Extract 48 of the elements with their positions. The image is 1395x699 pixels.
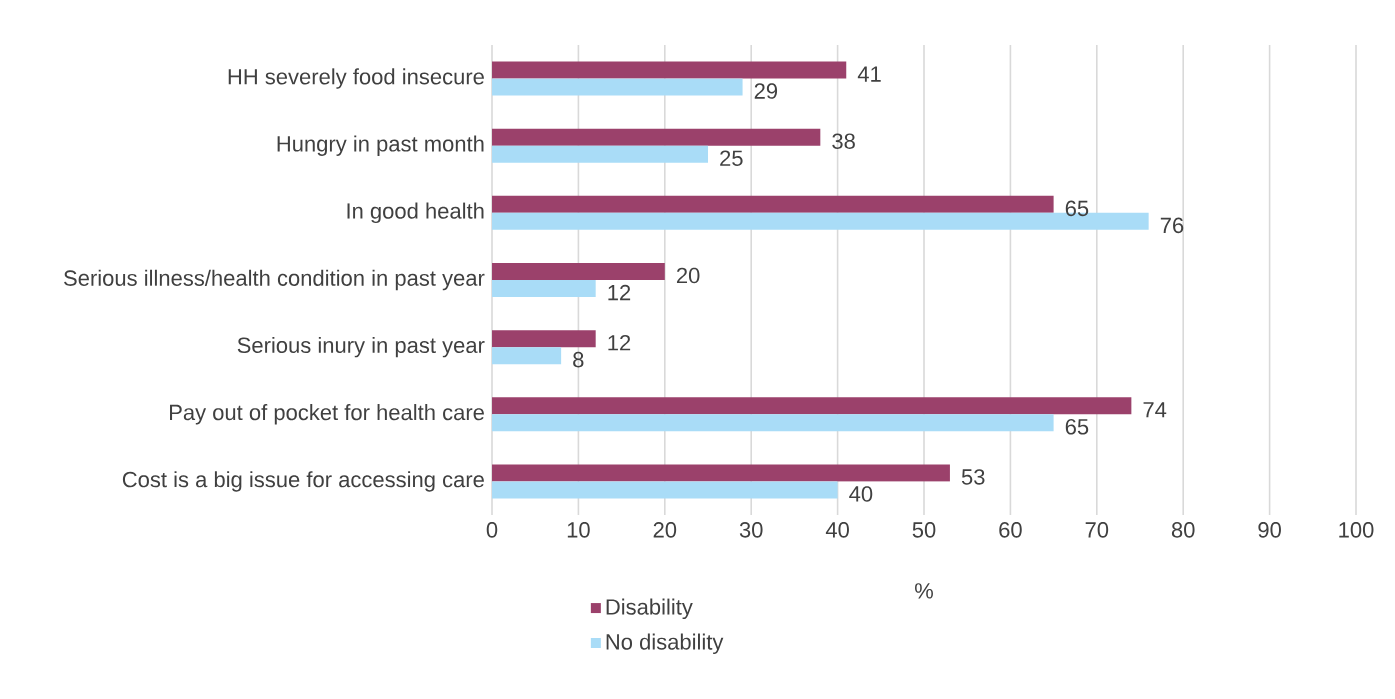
y-tick-label: Pay out of pocket for health care — [170, 404, 484, 425]
legend-label: No disability — [606, 633, 724, 655]
data-label: 74 — [1143, 402, 1167, 418]
x-tick-label: 10 — [567, 522, 590, 538]
data-label: 25 — [720, 150, 743, 166]
data-label: 53 — [961, 469, 985, 485]
data-label: 76 — [1160, 217, 1184, 234]
data-label: 41 — [857, 66, 881, 82]
bar — [492, 464, 950, 482]
y-tick-label: Cost is a big issue for accessing care — [122, 471, 484, 492]
bar — [492, 195, 1054, 213]
data-label: 8 — [573, 351, 584, 368]
x-tick-label: 90 — [1258, 522, 1281, 538]
y-tick-label: Serious inury in past year — [237, 336, 485, 358]
data-label: 65 — [1065, 200, 1089, 217]
x-tick-label: 70 — [1085, 522, 1109, 538]
bar — [492, 145, 709, 163]
y-tick-label: In good health — [347, 202, 484, 224]
x-tick-label: 50 — [912, 522, 936, 538]
x-tick-label: 100 — [1339, 522, 1374, 538]
data-label: 38 — [832, 133, 855, 149]
bar — [492, 330, 596, 348]
y-tick-label: Hungry in past month — [277, 135, 484, 156]
data-label: 29 — [754, 83, 778, 99]
bar — [492, 78, 743, 96]
x-tick-label: 60 — [999, 522, 1022, 538]
y-tick-label: HH severely food insecure — [228, 68, 484, 89]
data-label: 65 — [1065, 419, 1089, 435]
bar — [492, 263, 665, 280]
bar — [492, 481, 838, 499]
x-tick-label: 30 — [739, 522, 763, 538]
x-tick-label: 20 — [653, 522, 677, 538]
legend-label: Disability — [606, 598, 693, 620]
bar — [492, 280, 596, 297]
x-tick-label: 40 — [825, 522, 849, 538]
x-tick-label: 80 — [1171, 522, 1195, 538]
bar — [492, 61, 847, 79]
data-label: 40 — [849, 486, 873, 502]
data-label: 20 — [676, 267, 700, 284]
bar — [492, 128, 821, 146]
bar — [492, 397, 1132, 415]
data-label: 12 — [608, 334, 631, 351]
x-axis-title: % — [915, 583, 933, 599]
x-tick-label: 0 — [486, 522, 498, 538]
y-tick-label: Serious illness/health condition in past year — [64, 269, 485, 291]
data-label: 12 — [608, 284, 631, 301]
bar — [492, 347, 562, 365]
bar — [492, 414, 1054, 432]
